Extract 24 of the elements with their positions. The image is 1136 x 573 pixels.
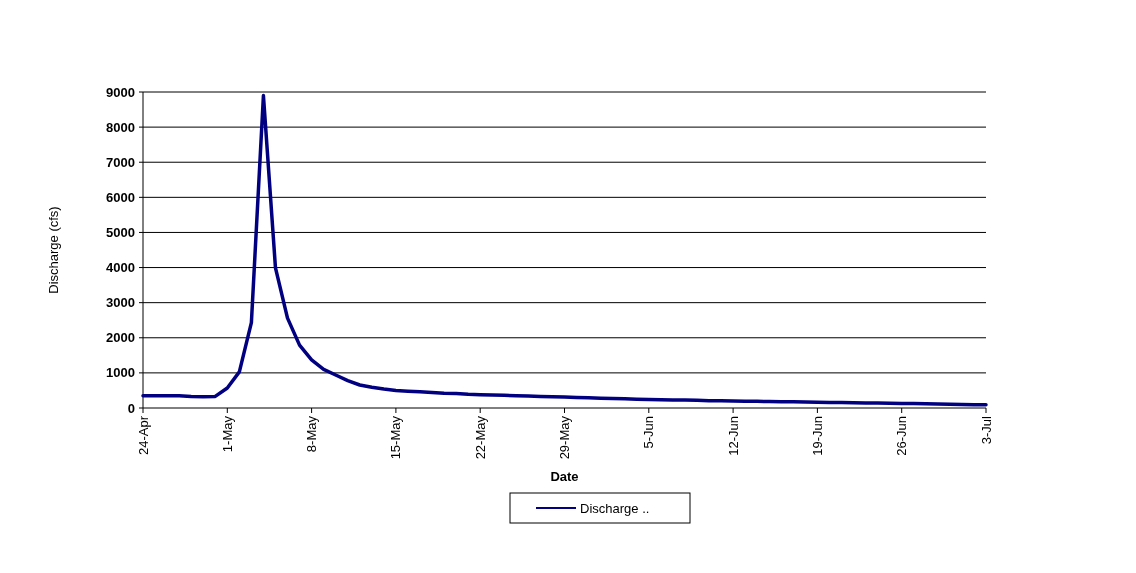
x-tick-label: 15-May: [388, 415, 404, 460]
y-tick-label: 4000: [106, 260, 135, 276]
y-tick-label: 3000: [106, 295, 135, 311]
x-tick-label: 8-May: [304, 415, 320, 453]
x-tick-label: 3-Jul: [978, 415, 994, 445]
y-tick-label: 7000: [106, 154, 135, 170]
y-axis-title: Discharge (cfs): [46, 206, 61, 294]
x-tick-label: 1-May: [219, 415, 235, 453]
y-tick-label: 9000: [106, 84, 135, 100]
x-axis-title: Date: [550, 469, 579, 484]
x-tick-label: 29-May: [557, 415, 573, 460]
x-tick-label: 22-May: [472, 415, 488, 460]
y-tick-label: 2000: [106, 330, 135, 346]
legend-label: Discharge ..: [580, 500, 650, 516]
y-tick-label: 1000: [106, 365, 135, 381]
x-tick-label: 12-Jun: [725, 416, 741, 456]
y-tick-label: 5000: [106, 224, 135, 240]
x-tick-label: 19-Jun: [809, 416, 825, 456]
x-tick-label: 5-Jun: [641, 416, 657, 449]
y-tick-label: 8000: [106, 119, 135, 135]
x-tick-label: 24-Apr: [135, 415, 151, 456]
y-tick-label: 0: [127, 400, 135, 416]
x-tick-label: 26-Jun: [894, 416, 910, 456]
y-tick-label: 6000: [106, 189, 135, 205]
